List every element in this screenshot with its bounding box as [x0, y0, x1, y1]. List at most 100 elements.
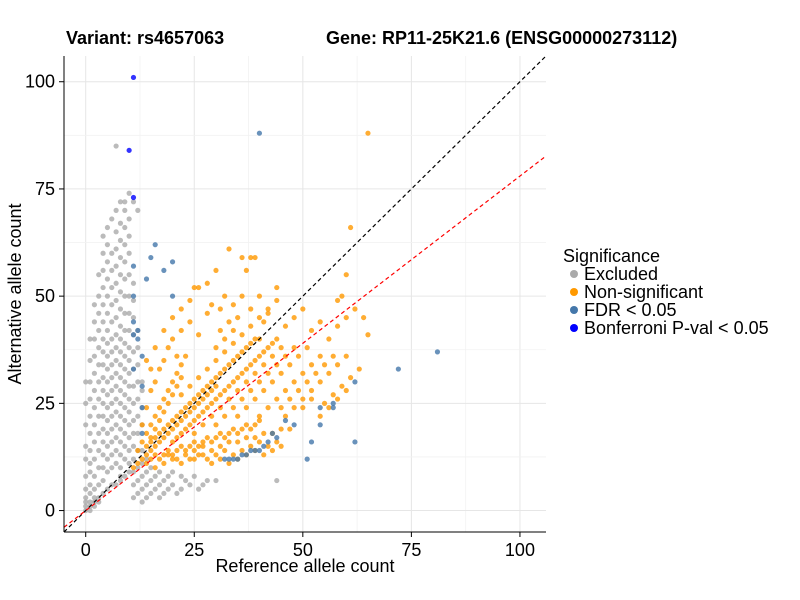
point-non-significant	[209, 439, 215, 445]
point-fdr-0-05	[139, 430, 145, 436]
point-non-significant	[165, 447, 171, 454]
point-excluded	[126, 383, 132, 389]
point-non-significant	[226, 396, 232, 402]
chart-title-gene: Gene: RP11-25K21.6 (ENSG00000273112)	[326, 28, 677, 48]
point-excluded	[130, 469, 137, 475]
point-non-significant	[235, 353, 241, 359]
point-excluded	[143, 495, 150, 501]
point-non-significant	[356, 366, 362, 372]
point-excluded	[113, 447, 119, 454]
point-non-significant	[243, 267, 249, 274]
point-fdr-0-05	[222, 456, 228, 462]
point-non-significant	[169, 417, 176, 424]
point-excluded	[117, 323, 124, 329]
point-excluded	[126, 409, 132, 415]
point-non-significant	[191, 456, 197, 462]
legend-label: Non-significant	[584, 282, 703, 302]
point-non-significant	[165, 345, 171, 351]
point-fdr-0-05	[304, 456, 310, 462]
y-axis-title: Alternative allele count	[5, 203, 25, 384]
point-non-significant	[222, 366, 228, 372]
point-fdr-0-05	[130, 319, 137, 325]
point-excluded	[100, 400, 106, 406]
point-non-significant	[343, 314, 349, 321]
point-excluded	[126, 460, 132, 466]
point-non-significant	[256, 293, 263, 299]
point-excluded	[109, 452, 115, 458]
point-non-significant	[169, 336, 176, 342]
point-non-significant	[152, 435, 158, 441]
point-non-significant	[187, 297, 193, 304]
point-excluded	[109, 284, 115, 291]
point-non-significant	[295, 387, 302, 394]
point-excluded	[165, 473, 171, 479]
point-excluded	[96, 499, 102, 505]
point-excluded	[122, 340, 128, 346]
point-excluded	[113, 246, 119, 252]
point-excluded	[117, 477, 124, 484]
point-non-significant	[213, 345, 219, 351]
point-fdr-0-05	[235, 456, 241, 462]
point-excluded	[274, 477, 280, 484]
point-excluded	[156, 469, 163, 475]
point-excluded	[122, 417, 128, 424]
point-non-significant	[222, 435, 228, 441]
point-excluded	[87, 396, 93, 402]
point-excluded	[135, 413, 141, 419]
point-non-significant	[165, 387, 171, 394]
point-excluded	[130, 400, 137, 406]
point-non-significant	[148, 366, 154, 372]
point-excluded	[152, 486, 158, 492]
point-fdr-0-05	[152, 242, 158, 248]
point-non-significant	[174, 383, 180, 389]
x-tick-label: 0	[81, 540, 91, 560]
point-non-significant	[291, 405, 297, 411]
point-excluded	[152, 473, 158, 479]
point-excluded	[87, 357, 93, 364]
point-excluded	[174, 490, 180, 497]
point-excluded	[104, 456, 111, 462]
point-non-significant	[143, 430, 150, 436]
point-non-significant	[182, 413, 189, 419]
point-non-significant	[230, 302, 236, 308]
point-excluded	[122, 430, 128, 436]
point-excluded	[96, 430, 102, 436]
point-non-significant	[148, 456, 154, 462]
point-non-significant	[182, 405, 189, 411]
point-excluded	[122, 199, 128, 205]
point-excluded	[87, 460, 93, 466]
point-non-significant	[287, 362, 293, 368]
point-non-significant	[196, 392, 202, 398]
point-non-significant	[261, 349, 267, 355]
point-non-significant	[161, 426, 167, 432]
point-excluded	[122, 310, 128, 316]
point-non-significant	[178, 375, 184, 381]
point-non-significant	[295, 353, 302, 359]
point-excluded	[87, 413, 93, 419]
point-excluded	[109, 400, 115, 406]
point-non-significant	[252, 254, 258, 261]
point-non-significant	[274, 336, 280, 342]
point-non-significant	[209, 302, 215, 308]
point-excluded	[126, 422, 132, 428]
point-non-significant	[239, 254, 245, 261]
point-non-significant	[261, 319, 267, 325]
point-excluded	[113, 383, 119, 389]
reference-line-fit	[63, 155, 547, 528]
point-excluded	[91, 353, 97, 359]
point-non-significant	[300, 370, 306, 376]
point-fdr-0-05	[139, 383, 145, 389]
point-excluded	[87, 469, 93, 475]
point-non-significant	[174, 413, 180, 419]
point-excluded	[113, 280, 119, 286]
point-non-significant	[174, 447, 180, 454]
point-non-significant	[169, 392, 176, 398]
point-excluded	[117, 220, 124, 226]
point-excluded	[91, 486, 97, 492]
point-excluded	[161, 490, 167, 497]
point-non-significant	[217, 327, 223, 334]
point-non-significant	[252, 357, 258, 364]
point-fdr-0-05	[282, 417, 289, 424]
point-excluded	[126, 250, 132, 256]
